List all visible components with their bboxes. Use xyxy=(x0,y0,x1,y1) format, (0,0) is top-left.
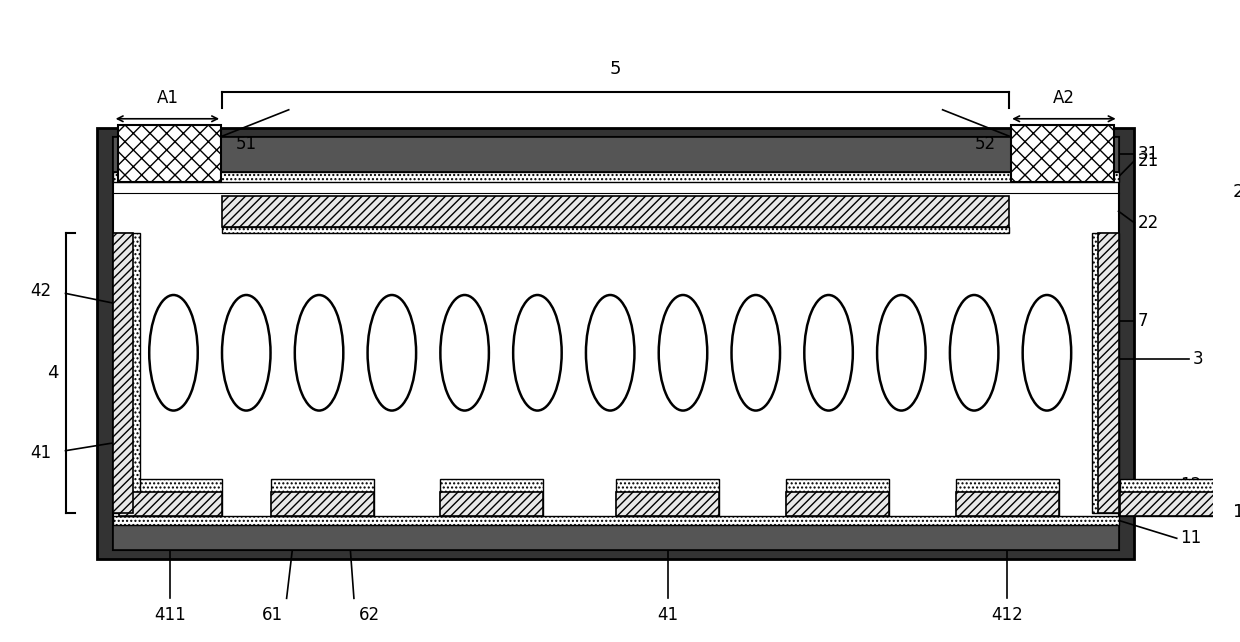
Ellipse shape xyxy=(222,295,270,411)
Text: 42: 42 xyxy=(30,282,51,300)
Bar xyxy=(113,516,1118,525)
Ellipse shape xyxy=(440,295,489,411)
Bar xyxy=(616,492,719,516)
Text: 41: 41 xyxy=(30,444,51,462)
Bar xyxy=(119,492,222,516)
Ellipse shape xyxy=(658,295,707,411)
Bar xyxy=(270,492,373,516)
Bar xyxy=(616,479,719,516)
Text: 52: 52 xyxy=(975,135,996,153)
Text: 31: 31 xyxy=(1138,145,1159,164)
Ellipse shape xyxy=(513,295,562,411)
Bar xyxy=(786,492,889,516)
Text: 1: 1 xyxy=(1233,503,1240,521)
Bar xyxy=(113,137,1118,172)
Bar xyxy=(1120,492,1223,516)
Ellipse shape xyxy=(149,295,197,411)
Ellipse shape xyxy=(367,295,417,411)
Text: 12: 12 xyxy=(1180,476,1202,494)
Bar xyxy=(1091,233,1118,513)
Text: 412: 412 xyxy=(992,606,1023,624)
Bar xyxy=(119,479,222,516)
Bar xyxy=(222,196,1009,227)
Bar xyxy=(270,479,373,516)
Text: 41: 41 xyxy=(657,606,678,624)
Ellipse shape xyxy=(587,295,635,411)
Bar xyxy=(1097,233,1118,513)
Ellipse shape xyxy=(732,295,780,411)
Bar xyxy=(440,479,543,516)
Bar xyxy=(440,492,543,516)
Text: 5: 5 xyxy=(610,60,621,78)
Bar xyxy=(1011,125,1114,182)
Ellipse shape xyxy=(805,295,853,411)
Text: 411: 411 xyxy=(155,606,186,624)
Bar xyxy=(113,525,1118,550)
Bar xyxy=(97,128,1135,559)
Ellipse shape xyxy=(950,295,998,411)
Text: 51: 51 xyxy=(236,135,257,153)
Bar xyxy=(113,172,1118,182)
Text: 61: 61 xyxy=(262,606,283,624)
Text: 11: 11 xyxy=(1180,529,1202,548)
Text: 7: 7 xyxy=(1138,311,1148,330)
Text: 4: 4 xyxy=(47,364,58,382)
Text: 22: 22 xyxy=(1138,214,1159,232)
Bar xyxy=(956,479,1059,516)
Text: A1: A1 xyxy=(156,89,179,107)
Bar xyxy=(222,227,1009,233)
Text: 62: 62 xyxy=(360,606,381,624)
Bar xyxy=(118,125,221,182)
Bar xyxy=(786,479,889,516)
Text: 2: 2 xyxy=(1233,183,1240,201)
Text: A2: A2 xyxy=(1053,89,1075,107)
Ellipse shape xyxy=(295,295,343,411)
Ellipse shape xyxy=(877,295,925,411)
Bar xyxy=(1120,479,1223,516)
Text: 3: 3 xyxy=(1193,350,1203,369)
Bar xyxy=(113,137,1118,550)
Bar xyxy=(113,233,134,513)
Text: 21: 21 xyxy=(1138,152,1159,170)
Ellipse shape xyxy=(1023,295,1071,411)
Bar xyxy=(113,233,140,513)
Bar xyxy=(956,492,1059,516)
